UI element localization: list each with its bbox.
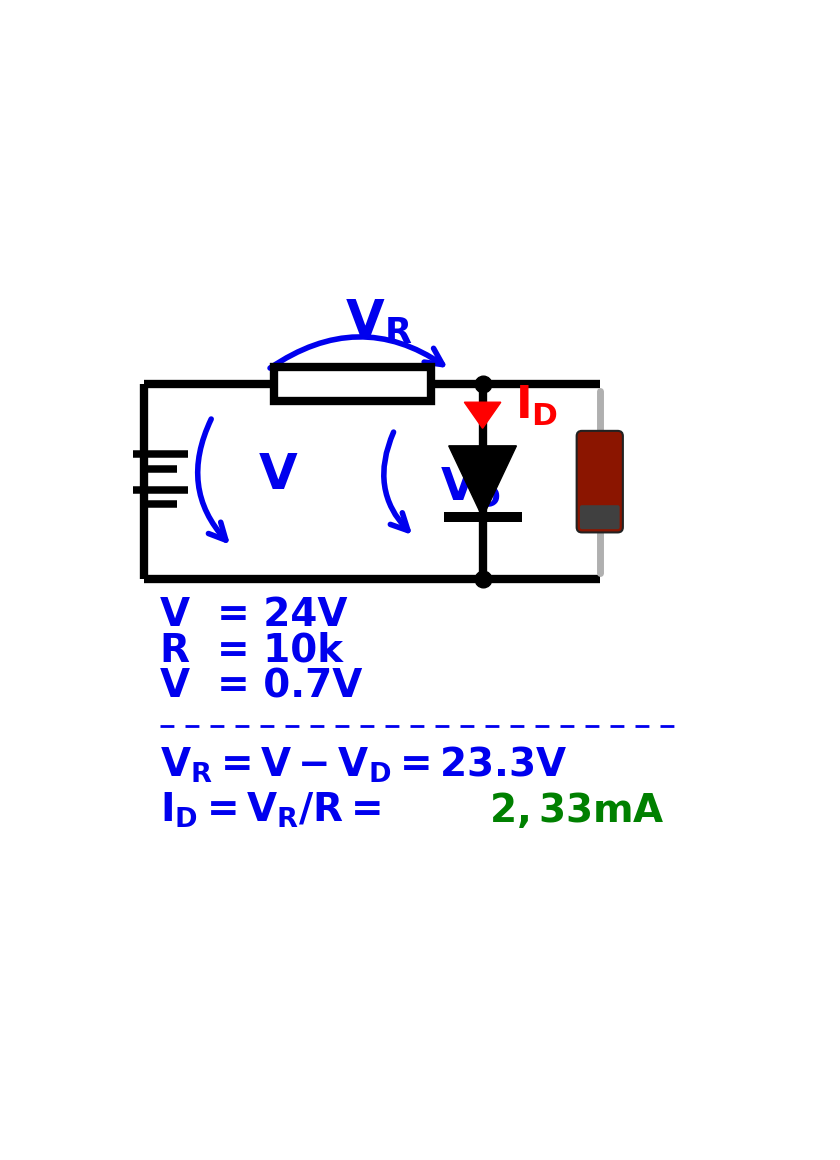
Text: $\mathbf{V_R}$: $\mathbf{V_R}$: [344, 298, 412, 346]
Bar: [274, 367, 431, 401]
Text: $\mathbf{I_D}$: $\mathbf{I_D}$: [515, 383, 559, 428]
Text: V  = 0.7V: V = 0.7V: [160, 668, 363, 705]
Text: R  = 10k: R = 10k: [160, 632, 344, 670]
FancyBboxPatch shape: [576, 430, 623, 532]
Text: $\mathbf{2,33mA}$: $\mathbf{2,33mA}$: [489, 790, 665, 831]
Polygon shape: [465, 403, 501, 428]
Text: V  = 24V: V = 24V: [160, 596, 348, 635]
FancyBboxPatch shape: [580, 506, 620, 529]
Polygon shape: [449, 445, 517, 517]
Text: $\mathbf{V_D}$: $\mathbf{V_D}$: [440, 466, 501, 510]
Text: $\mathbf{V}$: $\mathbf{V}$: [258, 451, 298, 499]
Text: $\mathbf{I_D = V_R / R = }$: $\mathbf{I_D = V_R / R = }$: [160, 791, 381, 831]
Text: $\mathbf{V_R = V - V_D = 23.3V}$: $\mathbf{V_R = V - V_D = 23.3V}$: [160, 745, 567, 785]
